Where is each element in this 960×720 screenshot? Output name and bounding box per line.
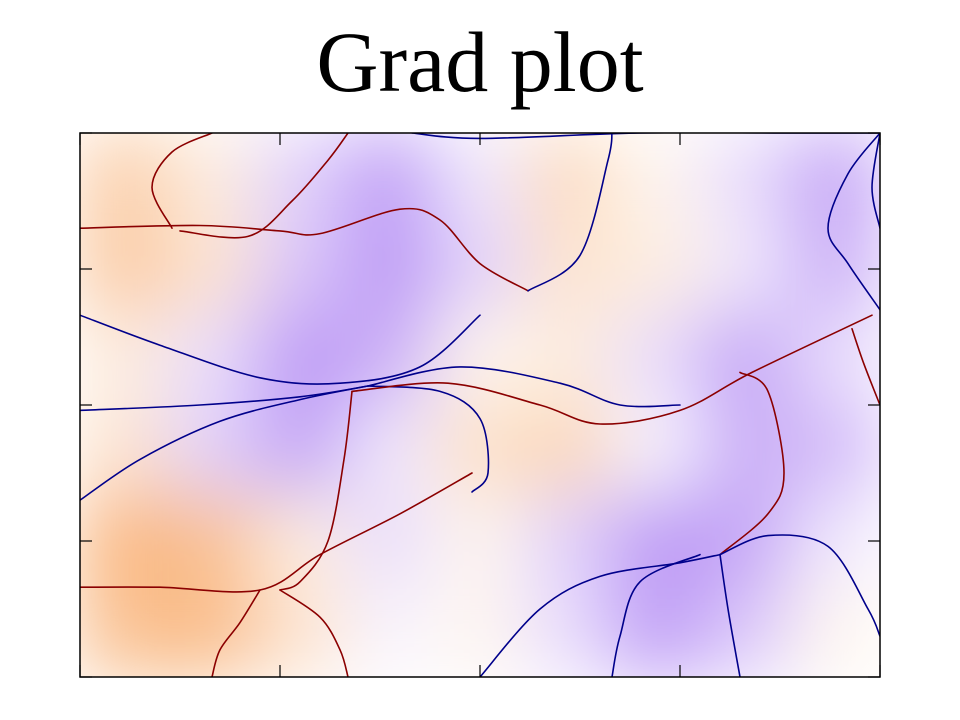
field-cell xyxy=(255,133,349,226)
stream-line-7 xyxy=(871,133,880,229)
stream-line-21 xyxy=(80,472,473,593)
stream-line-10 xyxy=(80,385,369,412)
stream-line-8 xyxy=(80,314,481,385)
stream-line-15 xyxy=(851,328,880,406)
field-cell xyxy=(789,493,880,589)
stream-line-19 xyxy=(719,553,741,677)
field-cell xyxy=(166,403,260,498)
field-cell xyxy=(166,312,260,407)
field-cell xyxy=(433,493,527,589)
field-cell xyxy=(255,312,349,407)
field-cell xyxy=(522,403,616,498)
field-blur-group xyxy=(80,133,880,677)
field-cell xyxy=(789,403,880,498)
field-cell xyxy=(700,133,794,226)
field-cell xyxy=(433,312,527,407)
stream-line-6 xyxy=(827,133,880,311)
stream-line-9 xyxy=(80,385,369,501)
field-cell xyxy=(611,133,705,226)
field-cell xyxy=(611,493,705,589)
stream-line-1 xyxy=(80,207,529,292)
field-cell xyxy=(433,584,527,677)
field-cell xyxy=(700,221,794,317)
chart-title: Grad plot xyxy=(316,14,644,110)
field-cell xyxy=(789,584,880,677)
field-cell xyxy=(611,312,705,407)
field-cell xyxy=(80,133,171,226)
field-cell xyxy=(166,584,260,677)
field-cell xyxy=(611,403,705,498)
field-cell xyxy=(433,133,527,226)
field-cell xyxy=(789,312,880,407)
field-cell xyxy=(611,584,705,677)
field-cell xyxy=(255,403,349,498)
field-cell xyxy=(166,493,260,589)
stream-line-11 xyxy=(367,385,490,493)
field-cell xyxy=(344,221,438,317)
field-cell xyxy=(166,133,260,226)
stream-line-23 xyxy=(279,589,349,677)
field-cell xyxy=(344,493,438,589)
field-cell xyxy=(700,403,794,498)
stream-line-18 xyxy=(719,534,880,637)
field-cell xyxy=(80,221,171,317)
stream-line-13 xyxy=(351,314,873,425)
stream-line-20 xyxy=(611,553,701,677)
field-cell xyxy=(344,312,438,407)
field-cell xyxy=(700,584,794,677)
field-cell xyxy=(522,584,616,677)
stream-line-16 xyxy=(719,371,785,556)
field-cell xyxy=(522,133,616,226)
stream-line-2 xyxy=(179,133,349,239)
field-cell xyxy=(255,493,349,589)
stream-lines xyxy=(80,133,880,677)
field-cell xyxy=(80,493,171,589)
gradient-field xyxy=(80,133,880,677)
stream-line-4 xyxy=(527,133,613,292)
plot-frame xyxy=(79,132,881,678)
field-cell xyxy=(344,403,438,498)
stream-line-22 xyxy=(211,589,261,677)
field-cell xyxy=(522,312,616,407)
stream-line-14 xyxy=(279,390,353,591)
field-cell xyxy=(80,584,171,677)
field-cell xyxy=(522,493,616,589)
field-cell xyxy=(789,221,880,317)
stream-line-17 xyxy=(479,553,721,677)
field-cell xyxy=(433,221,527,317)
stream-line-3 xyxy=(151,133,213,229)
field-cell xyxy=(80,312,171,407)
field-cell xyxy=(255,584,349,677)
field-cell xyxy=(255,221,349,317)
stream-line-5 xyxy=(411,133,880,140)
field-cell xyxy=(344,584,438,677)
stream-line-12 xyxy=(367,366,681,408)
field-cell xyxy=(789,133,880,226)
field-cell xyxy=(611,221,705,317)
